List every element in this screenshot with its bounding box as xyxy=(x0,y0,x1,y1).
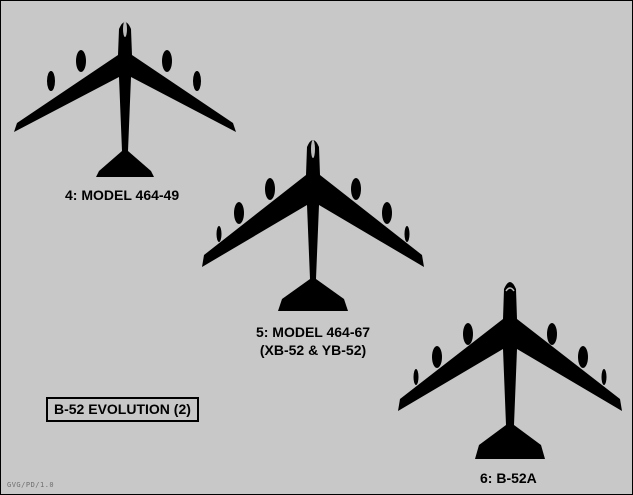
aircraft-label-464-67: 5: MODEL 464-67 (XB-52 & YB-52) xyxy=(251,323,375,359)
credit-text: GVG/PD/1.0 xyxy=(7,481,55,489)
aircraft-label-b-52a: 6: B-52A xyxy=(480,470,537,486)
aircraft-label-464-49: 4: MODEL 464-49 xyxy=(65,187,180,203)
b-52a-silhouette xyxy=(396,277,624,465)
model-464-67-silhouette xyxy=(200,133,426,317)
model-464-49-silhouette xyxy=(11,15,239,181)
diagram-title: B-52 EVOLUTION (2) xyxy=(46,397,199,422)
aircraft-label-464-67-variants: (XB-52 & YB-52) xyxy=(259,342,367,358)
aircraft-label-464-67-name: 5: MODEL 464-67 xyxy=(255,324,371,340)
